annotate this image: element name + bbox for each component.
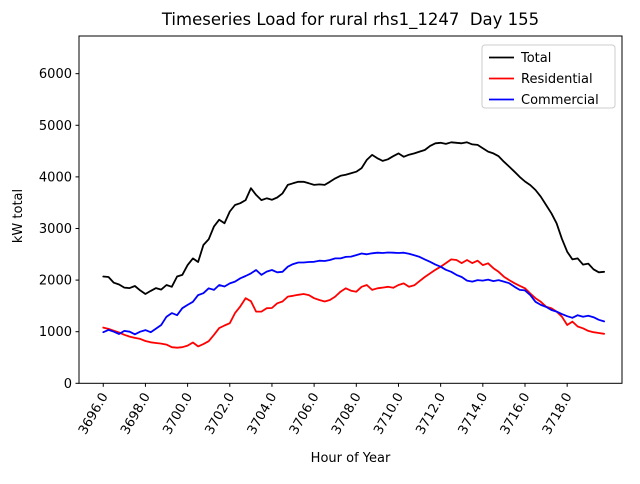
x-tick-label: 3710.0 bbox=[371, 391, 407, 438]
x-tick-label: 3702.0 bbox=[202, 391, 238, 438]
legend-box bbox=[481, 44, 616, 109]
y-tick-label: 4000 bbox=[39, 170, 72, 185]
y-tick-label: 0 bbox=[64, 377, 72, 392]
series-line-commercial bbox=[102, 251, 605, 336]
y-tick-label: 2000 bbox=[39, 274, 72, 289]
series-line-total bbox=[102, 141, 605, 295]
legend-label-commercial: Commercial bbox=[521, 93, 599, 108]
legend-label-total: Total bbox=[520, 51, 551, 66]
x-tick-label: 3708.0 bbox=[329, 391, 365, 438]
x-tick-label: 3696.0 bbox=[76, 391, 112, 438]
x-tick-label: 3700.0 bbox=[160, 391, 196, 438]
chart-title: Timeseries Load for rural rhs1_1247 Day … bbox=[161, 10, 539, 30]
y-tick-label: 6000 bbox=[39, 67, 72, 82]
x-tick-label: 3704.0 bbox=[245, 391, 281, 438]
y-tick-label: 1000 bbox=[39, 325, 72, 340]
x-tick-label: 3712.0 bbox=[413, 391, 449, 438]
legend: Total Residential Commercial bbox=[481, 44, 616, 109]
legend-label-residential: Residential bbox=[521, 72, 593, 87]
x-axis-label: Hour of Year bbox=[311, 451, 391, 466]
series-lines bbox=[102, 141, 605, 349]
axis-ticks: 3696.0 3698.0 3700.0 3702.0 3704.0 3706.0 3708… bbox=[39, 67, 576, 437]
series-line-residential bbox=[102, 258, 605, 349]
axes-frame bbox=[78, 35, 623, 384]
x-tick-label: 3714.0 bbox=[456, 391, 492, 438]
x-tick-label: 3716.0 bbox=[498, 391, 534, 438]
x-tick-label: 3698.0 bbox=[118, 391, 154, 438]
x-tick-label: 3718.0 bbox=[540, 391, 576, 438]
y-tick-label: 5000 bbox=[39, 119, 72, 134]
y-axis-label: kW total bbox=[11, 189, 26, 243]
y-tick-label: 3000 bbox=[39, 222, 72, 237]
x-tick-label: 3706.0 bbox=[287, 391, 323, 438]
